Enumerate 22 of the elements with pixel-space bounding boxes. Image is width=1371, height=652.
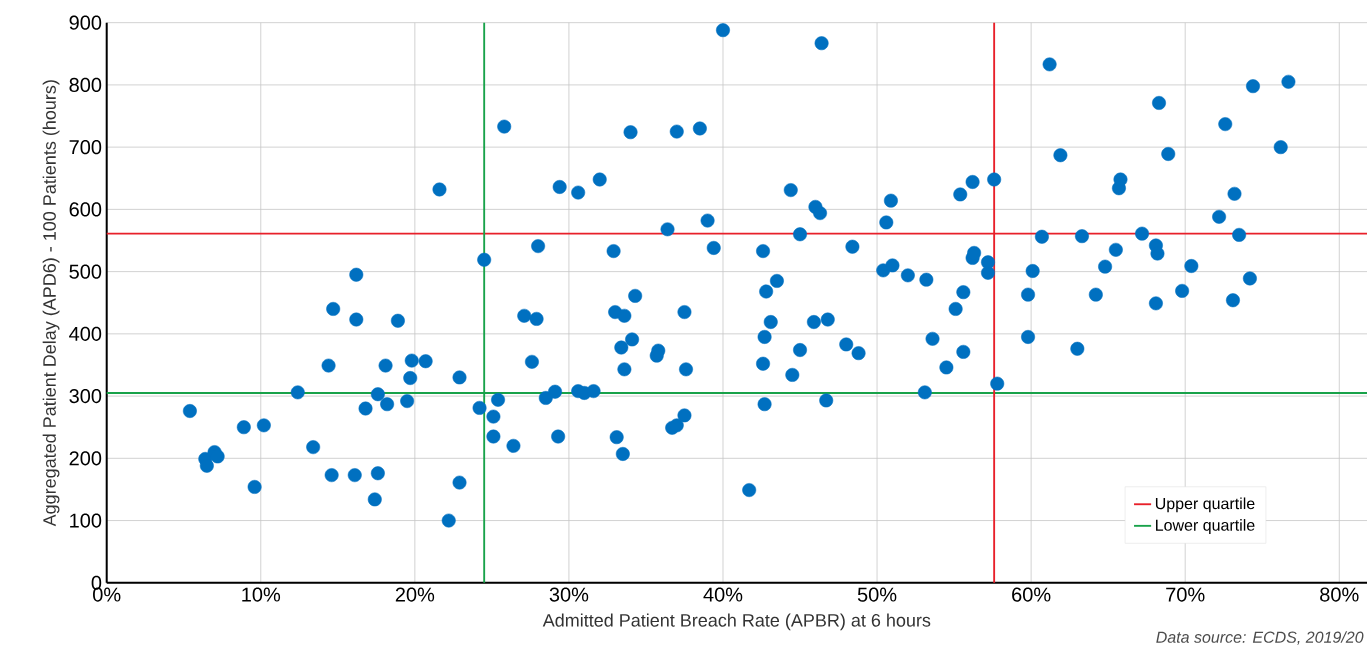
x-tick-label: 80% bbox=[1320, 587, 1359, 602]
source-note: Data source: ECDS, 2019/20 bbox=[1156, 631, 1364, 645]
x-tick-label: 20% bbox=[395, 587, 435, 602]
y-axis-title: Aggregated Patient Delay (APD6) - 100 Patients (hours) bbox=[42, 80, 60, 527]
y-tick-label: 400 bbox=[69, 326, 102, 341]
legend-label: Lower quartile bbox=[1156, 518, 1255, 534]
y-tick-label: 900 bbox=[69, 15, 102, 30]
legend-label: Upper quartile bbox=[1155, 497, 1255, 513]
x-tick-label: 60% bbox=[1012, 587, 1051, 602]
y-tick-label: 600 bbox=[69, 202, 102, 217]
x-tick-label: 70% bbox=[1166, 587, 1205, 602]
y-tick-label: 300 bbox=[69, 388, 102, 404]
x-axis-title: Admitted Patient Breach Rate (APBR) at 6 hours bbox=[542, 613, 931, 631]
y-tick-label: 500 bbox=[69, 264, 102, 279]
x-tick-label: 50% bbox=[857, 587, 897, 602]
y-tick-label: 200 bbox=[69, 451, 102, 466]
x-tick-label: 40% bbox=[703, 587, 743, 602]
y-tick-label: 800 bbox=[69, 77, 102, 92]
y-tick-label: 700 bbox=[69, 139, 102, 155]
x-tick-label: 30% bbox=[549, 587, 589, 602]
x-tick-label: 10% bbox=[242, 587, 281, 602]
y-tick-label: 100 bbox=[70, 513, 102, 528]
